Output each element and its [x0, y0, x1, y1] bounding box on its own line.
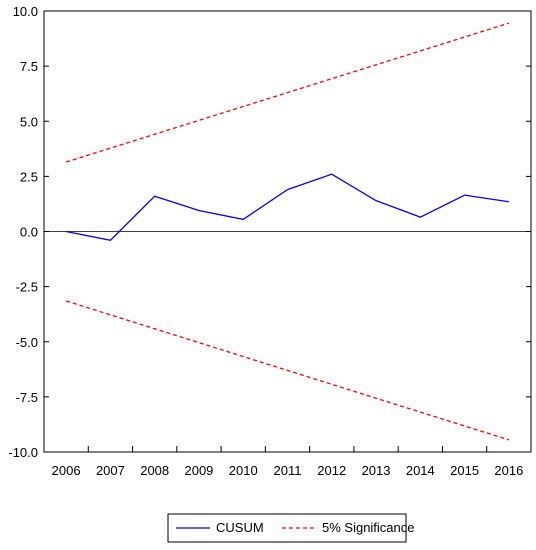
y-tick-label: 5.0: [20, 114, 38, 129]
x-tick-label: 2006: [52, 463, 81, 478]
y-axis: 10.0 7.5 5.0 2.5 0.0 -2.5 -5.0 -7.5 -10.0: [8, 4, 531, 460]
series-line-cusum: [66, 173, 509, 242]
x-tick-label: 2010: [229, 463, 258, 478]
y-tick-label: -5.0: [16, 335, 38, 350]
x-tick-label: 2013: [362, 463, 391, 478]
y-tick-label: -7.5: [16, 390, 38, 405]
series-line-upper-bound: [65, 22, 510, 163]
y-tick-label: 10.0: [13, 4, 38, 19]
y-tick-label: 0.0: [20, 225, 38, 240]
x-axis: 2006 2007 2008 2009 2010 2011 2012 2013 2014 2015…: [52, 446, 523, 478]
y-tick-label: 2.5: [20, 169, 38, 184]
x-tick-label: 2008: [140, 463, 169, 478]
x-tick-label: 2015: [450, 463, 479, 478]
x-tick-label: 2007: [96, 463, 125, 478]
legend-label-cusum: CUSUM: [216, 520, 264, 535]
x-tick-label: 2009: [184, 463, 213, 478]
x-tick-label: 2012: [317, 463, 346, 478]
y-tick-label: -10.0: [8, 445, 38, 460]
series-line-lower-bound: [65, 300, 510, 441]
y-tick-label: -2.5: [16, 280, 38, 295]
x-tick-label: 2014: [406, 463, 435, 478]
x-tick-label: 2011: [274, 463, 302, 478]
series-layer: [65, 22, 510, 441]
x-tick-label: 2016: [494, 463, 523, 478]
y-tick-label: 7.5: [20, 59, 38, 74]
legend-label-significance: 5% Significance: [322, 520, 415, 535]
legend: CUSUM 5% Significance: [167, 513, 415, 543]
